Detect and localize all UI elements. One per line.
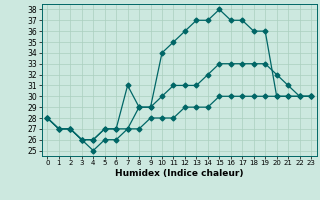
X-axis label: Humidex (Indice chaleur): Humidex (Indice chaleur) bbox=[115, 169, 244, 178]
